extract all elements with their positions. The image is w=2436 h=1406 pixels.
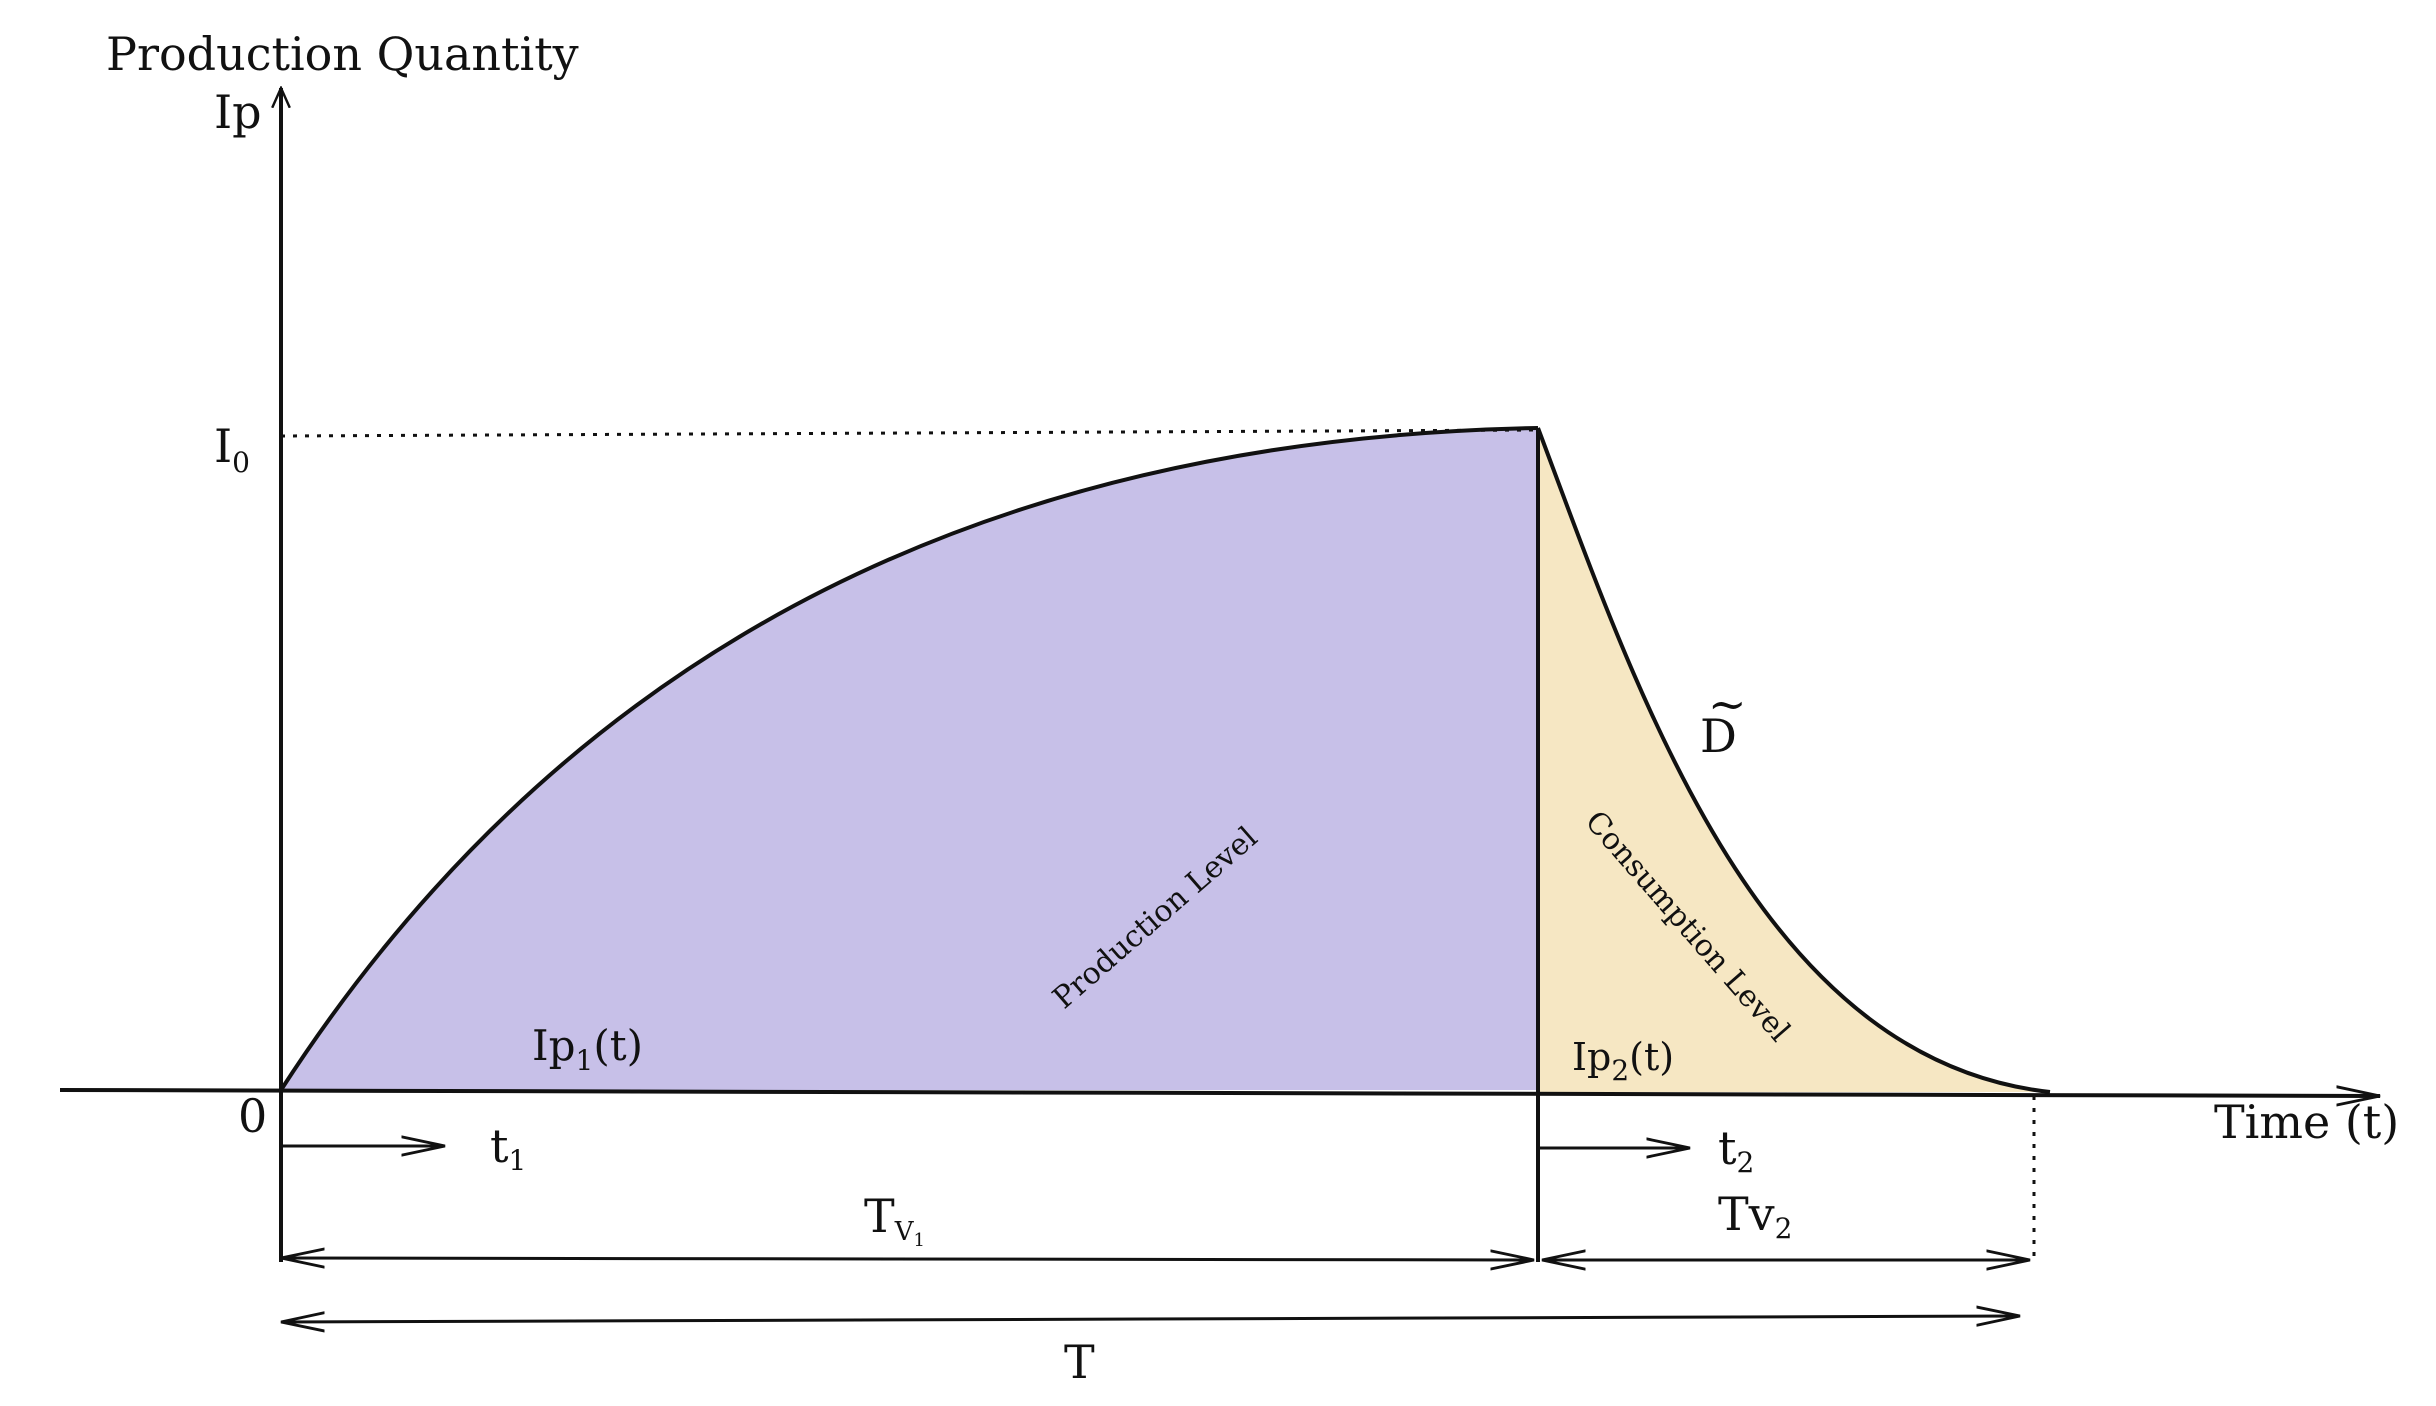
y-axis-title: Production Quantity bbox=[106, 27, 579, 81]
total-time-arrow bbox=[281, 1316, 2020, 1322]
origin-label: 0 bbox=[238, 1089, 267, 1143]
y-axis-symbol: Ip bbox=[214, 85, 262, 139]
x-axis-title: Time (t) bbox=[2214, 1095, 2399, 1149]
ip2-label: Ip2(t) bbox=[1572, 1035, 1674, 1087]
tv1-label: TV1 bbox=[864, 1189, 925, 1251]
tv1-arrow bbox=[281, 1258, 1534, 1260]
i0-dotted-line bbox=[280, 428, 1539, 438]
tv2-label: Tv2 bbox=[1718, 1187, 1793, 1245]
consumption-area bbox=[1538, 428, 2050, 1092]
t2-label: t2 bbox=[1718, 1121, 1754, 1179]
consumption-curve bbox=[1536, 427, 2051, 1094]
production-curve bbox=[279, 426, 1539, 1092]
ip1-label: Ip1(t) bbox=[532, 1021, 643, 1077]
total-time-label: T bbox=[1064, 1335, 1095, 1389]
production-area bbox=[281, 428, 1538, 1090]
t1-label: t1 bbox=[490, 1119, 526, 1177]
demand-label: D bbox=[1700, 709, 1737, 763]
x-axis bbox=[59, 1090, 2380, 1096]
demand-tilde: ~ bbox=[1708, 677, 1747, 731]
i0-label: I0 bbox=[214, 419, 250, 479]
